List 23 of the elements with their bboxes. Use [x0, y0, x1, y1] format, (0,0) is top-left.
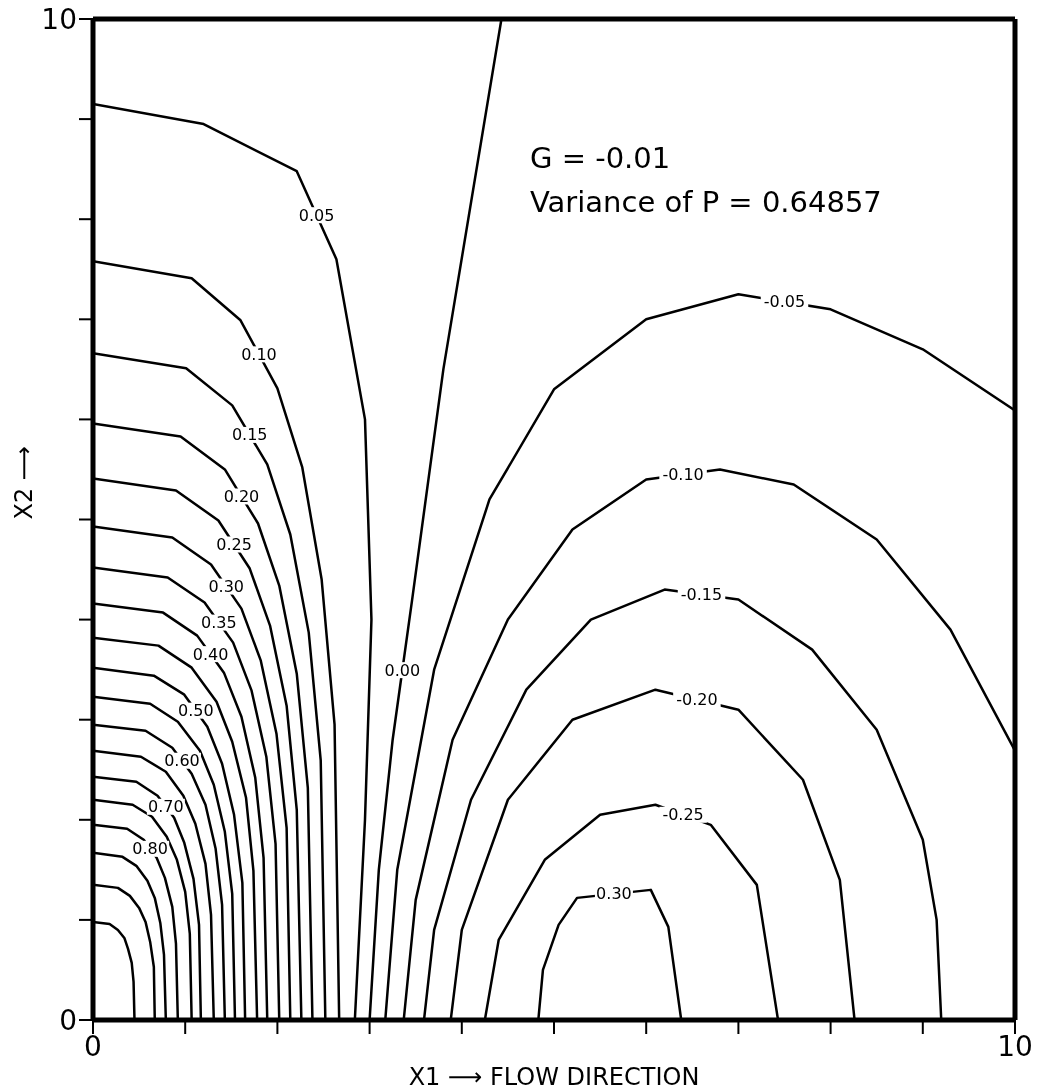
annotation: 0.35: [201, 613, 237, 633]
annotation: 0.00: [384, 660, 421, 680]
annotation: 0.30: [208, 577, 245, 597]
annotation: G = -0.01: [530, 140, 672, 177]
annotation: 0.50: [177, 701, 214, 721]
annotation: 0.20: [223, 486, 260, 506]
annotation: 0.80: [132, 839, 168, 859]
annotation: 0.60: [164, 751, 200, 771]
annotation: 0.05: [298, 205, 335, 225]
x-axis-title: X1 ⟶ FLOW DIRECTION: [408, 1063, 700, 1085]
annotation: 0.15: [231, 425, 268, 445]
annotation: 0.70: [148, 797, 184, 817]
annotation: 0.30: [596, 884, 632, 904]
annotation: 0.40: [192, 644, 229, 664]
annotation: -0.20: [676, 690, 718, 710]
annotation: -0.10: [662, 464, 704, 484]
y-axis-title: X2 ⟶: [9, 445, 38, 520]
annotation: Variance of P = 0.64857: [530, 184, 882, 221]
annotation: -0.25: [662, 805, 704, 825]
annotation: 0.25: [216, 535, 252, 555]
annotation: -0.05: [763, 292, 806, 312]
annotation: 0.10: [241, 344, 277, 364]
annotation: -0.15: [680, 585, 723, 605]
